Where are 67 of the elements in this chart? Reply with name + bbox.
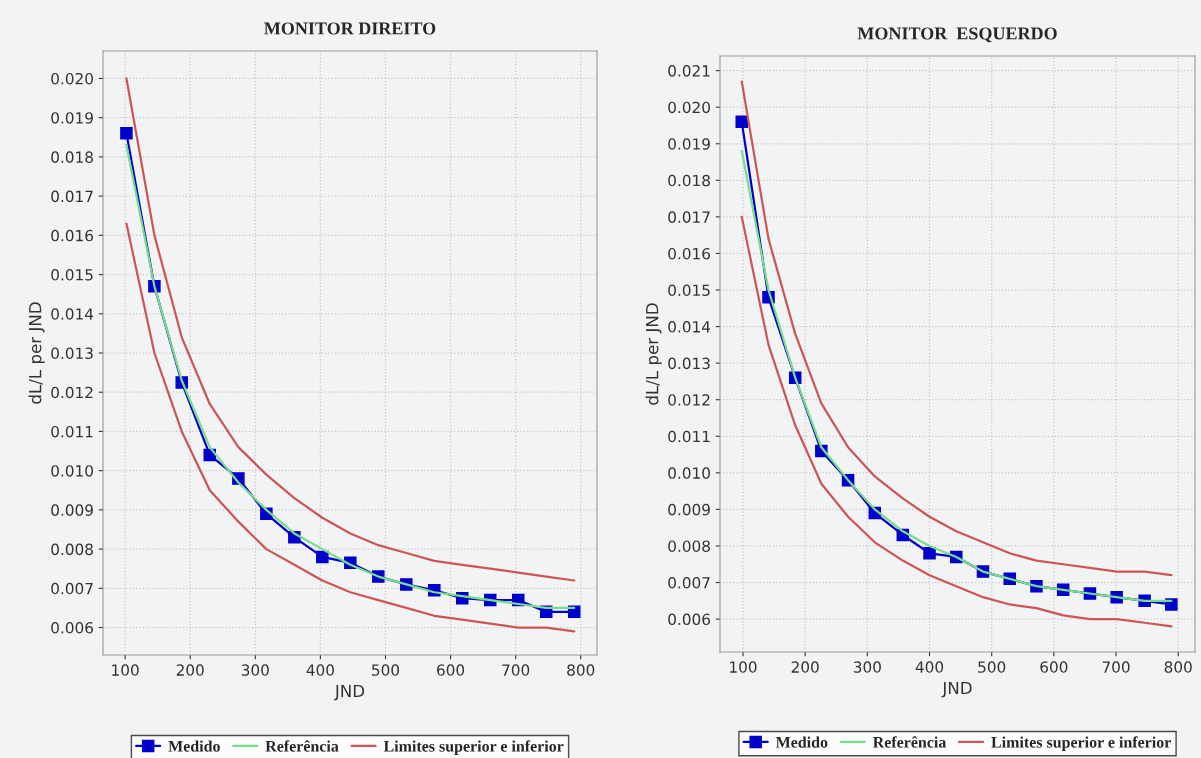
x-axis-title: JND <box>941 681 972 698</box>
y-tick-label: 0.011 <box>51 425 93 438</box>
y-tick-label: 0.018 <box>51 151 93 163</box>
x-tick-label: 400 <box>915 661 944 673</box>
x-tick-label: 700 <box>1102 661 1130 673</box>
y-tick-label: 0.014 <box>668 321 711 333</box>
x-tick-label: 200 <box>791 661 819 673</box>
legend-label: Limites superior e inferior <box>991 736 1171 751</box>
y-tick-label: 0.019 <box>51 112 93 124</box>
y-tick-label: 0.009 <box>668 503 710 516</box>
y-tick-label: 0.017 <box>668 211 710 223</box>
line-series <box>125 77 576 582</box>
x-tick-label: 500 <box>978 661 1006 673</box>
point <box>316 550 329 564</box>
y-tick-label: 0.010 <box>51 465 93 477</box>
y-axis-title: dL/L per JND <box>28 302 45 404</box>
x-tick-label: 500 <box>372 664 400 676</box>
x-tick-label: 300 <box>853 661 881 673</box>
x-tick-label: 700 <box>502 664 530 676</box>
y-tick-label: 0.010 <box>668 467 710 479</box>
x-axis-title: JND <box>334 684 365 701</box>
x-tick-label: 800 <box>1164 661 1192 673</box>
y-tick-label: 0.021 <box>668 65 710 77</box>
chart-title: MONITOR ESQUERDO <box>857 27 1057 43</box>
y-tick-label: 0.014 <box>51 308 94 320</box>
x-tick-label: 100 <box>730 661 757 673</box>
point <box>120 127 133 140</box>
y-tick-label: 0.008 <box>51 543 93 556</box>
y-tick-label: 0.009 <box>51 504 93 516</box>
y-tick-label: 0.015 <box>51 269 93 281</box>
y-tick-label: 0.015 <box>668 284 710 297</box>
y-tick-label: 0.006 <box>668 613 711 626</box>
y-tick-label: 0.008 <box>668 540 710 552</box>
legend-label: Limites superior e inferior <box>383 740 564 755</box>
y-tick-label: 0.019 <box>668 138 710 150</box>
legend-label: Medido <box>168 740 220 752</box>
point <box>1165 598 1178 611</box>
chart-title: MONITOR DIREITO <box>264 22 436 35</box>
y-tick-label: 0.016 <box>668 247 711 260</box>
legend-label: Medido <box>775 736 828 748</box>
x-tick-label: 100 <box>112 664 139 676</box>
y-tick-label: 0.018 <box>668 174 710 187</box>
point <box>735 115 749 129</box>
legend-label: Referência <box>872 736 947 748</box>
y-tick-label: 0.011 <box>668 430 710 443</box>
y-tick-label: 0.020 <box>51 72 93 85</box>
x-tick-label: 300 <box>241 664 269 676</box>
y-axis-title: dL/L per JND <box>645 303 662 405</box>
x-tick-label: 400 <box>306 664 334 676</box>
y-tick-label: 0.012 <box>51 386 93 399</box>
x-tick-label: 600 <box>1040 661 1068 673</box>
y-tick-label: 0.020 <box>668 101 710 114</box>
y-tick-label: 0.017 <box>51 190 93 203</box>
y-tick-label: 0.013 <box>668 357 710 370</box>
x-tick-label: 800 <box>567 664 595 676</box>
y-tick-label: 0.007 <box>668 576 710 589</box>
y-tick-label: 0.007 <box>51 582 93 595</box>
line-series <box>740 215 1173 628</box>
x-tick-label: 600 <box>437 664 465 676</box>
line-series <box>125 222 576 633</box>
y-tick-label: 0.016 <box>51 229 94 242</box>
x-tick-label: 200 <box>176 664 204 676</box>
y-tick-label: 0.013 <box>51 347 93 360</box>
point <box>923 547 936 560</box>
legend-label: Referência <box>265 740 339 752</box>
y-tick-label: 0.006 <box>51 622 94 634</box>
y-tick-label: 0.012 <box>668 394 710 406</box>
